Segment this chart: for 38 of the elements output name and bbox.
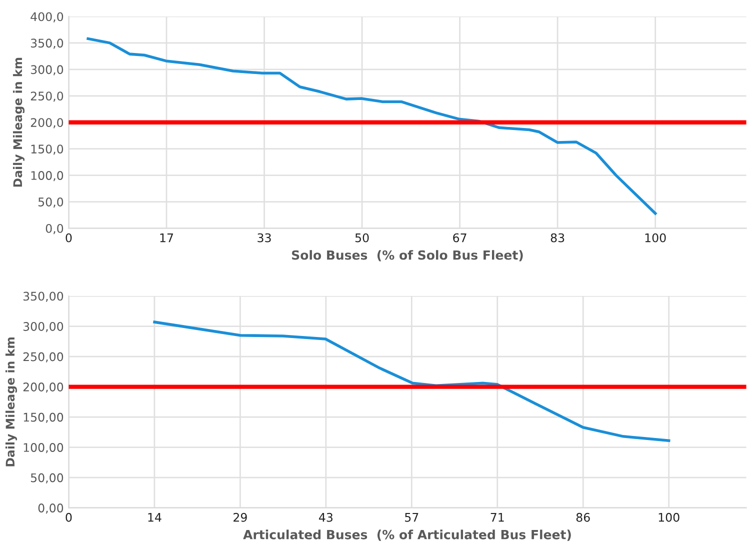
x-tick-label: 14 [148,513,162,522]
y-tick-label: 0,00 [38,504,64,514]
x-axis-title: Solo Buses (% of Solo Bus Fleet) [292,250,523,262]
line-series [153,320,670,442]
y-tick-label: 100,0 [31,171,64,182]
x-tick-label: 0 [66,233,72,242]
y-tick-label: 400,0 [30,12,64,22]
x-tick-label: 71 [490,513,504,522]
x-tick-label: 33 [258,233,271,242]
x-axis-title: Articulated Buses (% of Articulated Bus Fleet) [243,530,571,541]
y-tick-label: 250,0 [30,92,64,102]
y-tick-label: 300,00 [23,322,64,332]
y-axis-title: Daily Mileage in km [12,58,25,187]
x-tick-label: 43 [318,512,332,522]
y-axis-title: Daily Mileage in km [5,337,17,466]
x-tick-label: 57 [405,513,418,522]
x-tick-label: 100 [658,512,680,522]
x-tick-label: 100 [645,233,666,242]
y-tick-label: 150,0 [31,144,64,155]
x-tick-label: 17 [160,233,173,242]
y-tick-label: 150,00 [24,412,64,423]
y-tick-label: 250,00 [23,352,64,362]
x-tick-label: 0 [66,512,72,522]
x-tick-label: 83 [550,233,564,242]
x-tick-label: 67 [453,233,466,242]
x-tick-label: 50 [355,233,369,242]
line-series [86,37,657,215]
y-tick-label: 300,0 [30,65,64,76]
y-tick-label: 50,0 [38,198,64,208]
y-tick-label: 350,0 [30,38,64,49]
y-tick-label: 200,00 [23,382,64,393]
y-tick-label: 350,00 [23,292,64,302]
x-tick-label: 29 [234,512,247,522]
y-tick-label: 0,0 [46,224,64,234]
y-tick-label: 200,0 [30,118,64,128]
x-tick-label: 86 [576,512,590,522]
y-tick-label: 100,00 [24,443,64,454]
y-tick-label: 50,00 [30,473,64,484]
